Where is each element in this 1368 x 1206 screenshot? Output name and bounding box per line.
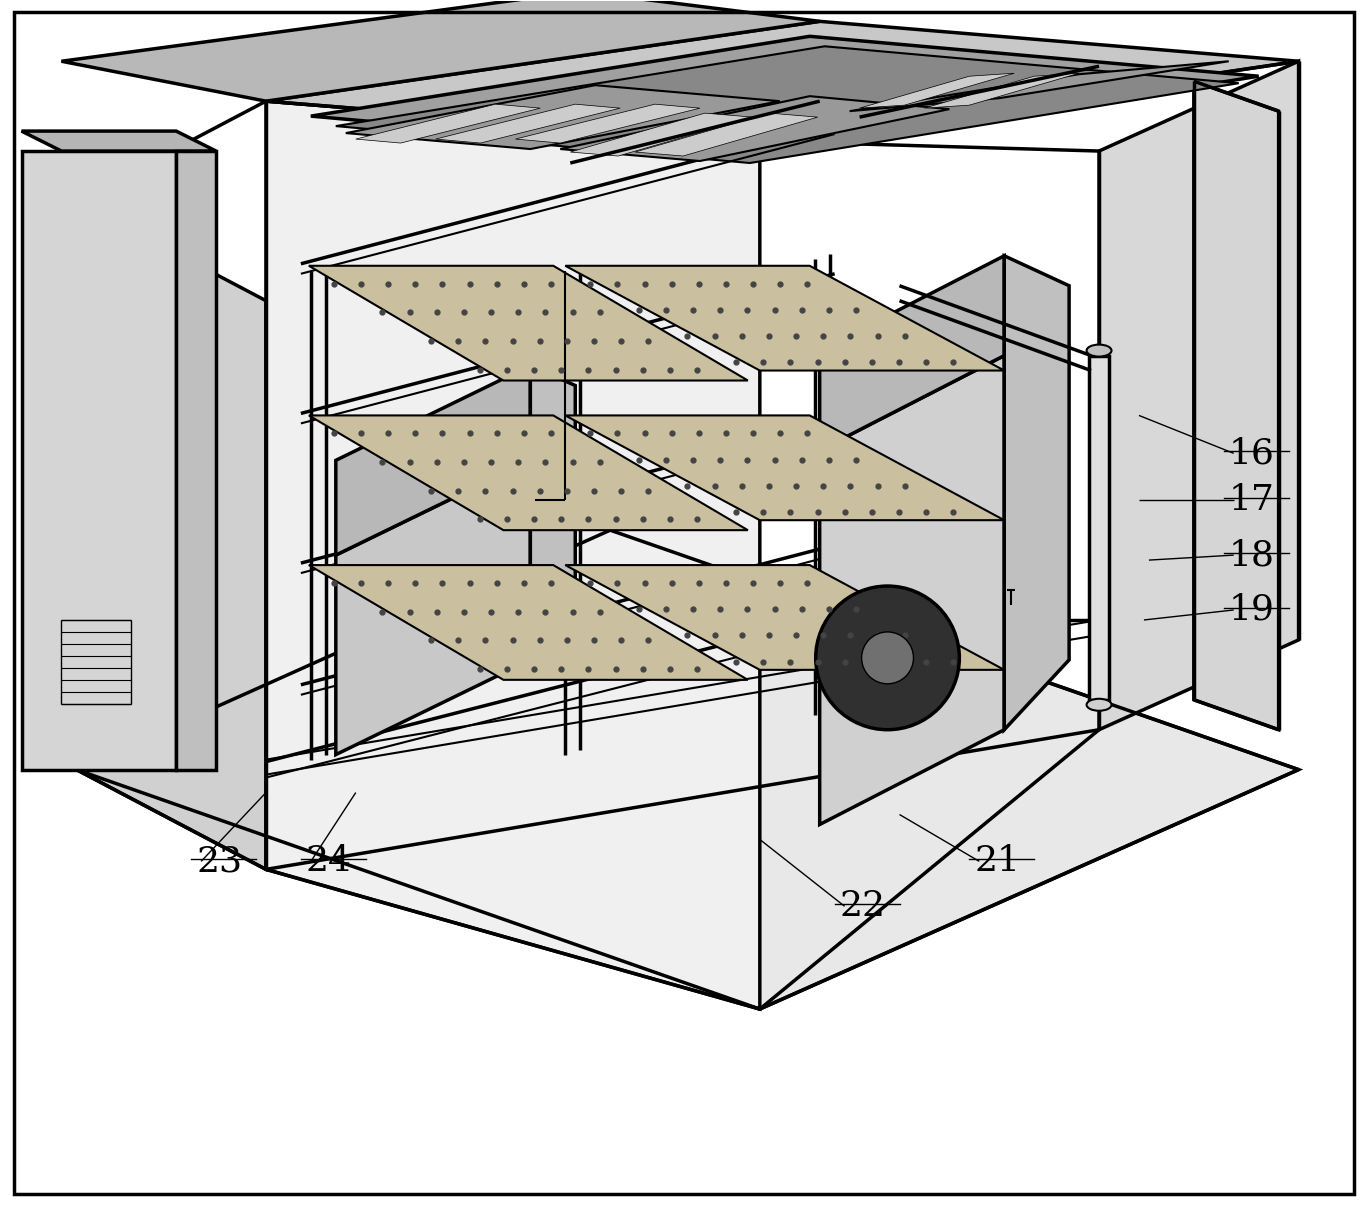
Text: 21: 21 bbox=[974, 844, 1021, 878]
Polygon shape bbox=[22, 151, 176, 769]
Polygon shape bbox=[1194, 81, 1279, 730]
Polygon shape bbox=[1099, 62, 1298, 730]
Polygon shape bbox=[1004, 256, 1070, 730]
Polygon shape bbox=[346, 86, 780, 150]
Polygon shape bbox=[265, 101, 759, 1009]
Polygon shape bbox=[819, 256, 1004, 450]
Text: 18: 18 bbox=[1228, 538, 1275, 572]
Polygon shape bbox=[335, 365, 531, 555]
Polygon shape bbox=[22, 131, 216, 151]
Polygon shape bbox=[531, 365, 576, 660]
Polygon shape bbox=[77, 531, 1298, 1009]
Polygon shape bbox=[859, 74, 1014, 109]
Polygon shape bbox=[335, 46, 1238, 163]
Polygon shape bbox=[435, 104, 620, 144]
Text: 19: 19 bbox=[1228, 593, 1275, 627]
Polygon shape bbox=[565, 566, 1004, 669]
Polygon shape bbox=[309, 265, 748, 381]
Text: 23: 23 bbox=[196, 844, 242, 878]
Polygon shape bbox=[265, 22, 1298, 141]
Polygon shape bbox=[77, 201, 265, 870]
Polygon shape bbox=[1089, 356, 1109, 699]
Text: 17: 17 bbox=[1228, 484, 1275, 517]
Polygon shape bbox=[925, 74, 1079, 109]
Polygon shape bbox=[356, 104, 540, 144]
Text: 24: 24 bbox=[306, 844, 352, 878]
Polygon shape bbox=[565, 265, 1004, 370]
Polygon shape bbox=[516, 104, 700, 144]
Polygon shape bbox=[819, 356, 1004, 825]
Polygon shape bbox=[570, 113, 752, 156]
Polygon shape bbox=[311, 36, 1259, 156]
Text: 16: 16 bbox=[1228, 437, 1275, 470]
Polygon shape bbox=[850, 62, 1228, 111]
Polygon shape bbox=[309, 415, 748, 531]
Polygon shape bbox=[309, 566, 748, 680]
Circle shape bbox=[815, 586, 959, 730]
Polygon shape bbox=[635, 113, 818, 156]
Polygon shape bbox=[565, 415, 1004, 520]
Polygon shape bbox=[335, 461, 531, 755]
Ellipse shape bbox=[1086, 698, 1112, 710]
Polygon shape bbox=[176, 151, 216, 769]
Circle shape bbox=[862, 632, 914, 684]
Text: 22: 22 bbox=[840, 889, 885, 924]
Polygon shape bbox=[561, 96, 949, 162]
Polygon shape bbox=[62, 0, 819, 101]
Ellipse shape bbox=[1086, 345, 1112, 357]
